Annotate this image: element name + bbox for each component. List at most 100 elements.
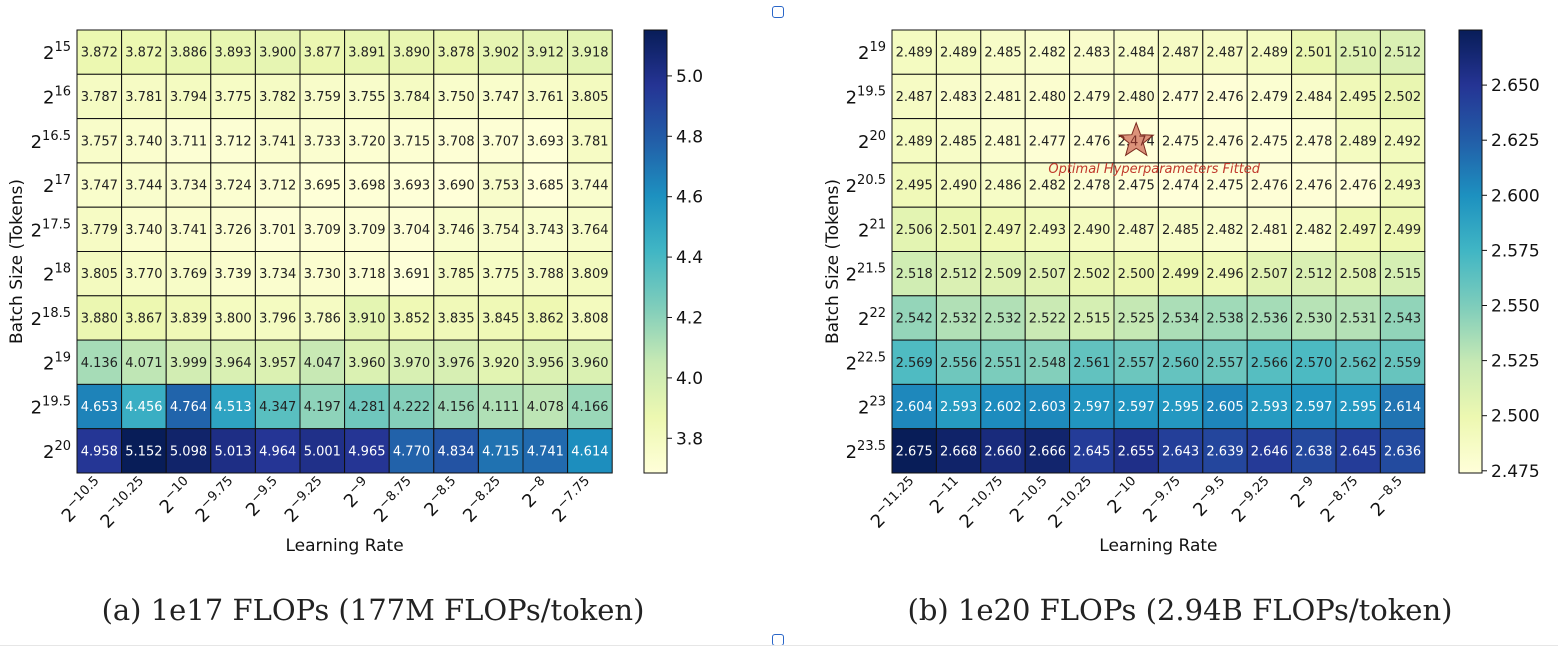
cell-value-label: 2.518 [896, 267, 933, 282]
cell-value-label: 2.477 [1029, 134, 1066, 149]
heatmap-cell [935, 162, 982, 208]
cell-value-label: 2.489 [1251, 46, 1288, 61]
heatmap-cell [1202, 383, 1248, 430]
heatmap-cell [1202, 73, 1248, 120]
cell-value-label: 3.685 [527, 179, 564, 194]
cell-value-label: 2.597 [1073, 400, 1110, 415]
heatmap-cell [210, 251, 256, 297]
cell-value-label: 3.707 [482, 134, 519, 149]
cell-value-label: 3.733 [304, 134, 341, 149]
heatmap-cell [522, 339, 569, 385]
cell-value-label: 2.479 [1073, 90, 1110, 105]
heatmap-cell [254, 206, 301, 252]
heatmap-cell [1024, 118, 1071, 164]
heatmap-cell [477, 383, 524, 430]
cell-value-label: 3.960 [571, 356, 608, 371]
cell-value-label: 3.690 [437, 179, 474, 194]
y-tick-label: 219.5 [31, 395, 71, 419]
cell-value-label: 3.918 [571, 46, 608, 61]
cell-value-label: 3.744 [571, 179, 608, 194]
cell-value-label: 2.475 [1118, 179, 1155, 194]
cell-value-label: 2.639 [1206, 444, 1243, 459]
window-top-handle-icon[interactable] [772, 6, 784, 18]
annotation-label: Optimal Hyperparameters Fitted [1048, 162, 1260, 177]
cell-value-label: 2.481 [984, 90, 1021, 105]
heatmap-cell [299, 428, 346, 474]
cell-value-label: 4.136 [81, 356, 118, 371]
heatmap-cell [165, 251, 212, 297]
cell-value-label: 2.489 [940, 46, 977, 61]
heatmap-cell [1246, 428, 1293, 474]
cell-value-label: 2.570 [1295, 356, 1332, 371]
cell-value-label: 2.480 [1118, 90, 1155, 105]
cell-value-label: 3.782 [259, 90, 296, 105]
cell-value-label: 2.515 [1384, 267, 1421, 282]
heatmap-cell [567, 118, 613, 164]
cell-value-label: 3.809 [571, 267, 608, 282]
heatmap-cell [121, 73, 167, 120]
cell-value-label: 2.478 [1295, 134, 1332, 149]
heatmap-cell [1202, 339, 1248, 385]
heatmap-cell [1379, 73, 1426, 120]
cell-value-label: 3.964 [214, 356, 251, 371]
cell-value-label: 2.481 [984, 134, 1021, 149]
cell-value-label: 4.964 [259, 444, 296, 459]
heatmap-cell [1202, 295, 1248, 341]
heatmap-cell [567, 29, 613, 75]
heatmap-cell [299, 383, 346, 430]
cell-value-label: 2.507 [1251, 267, 1288, 282]
x-tick-label: 2−9.25 [1226, 474, 1279, 527]
heatmap-panel-b: 2.489 2.489 2.485 2.482 2.483 2.484 2.487 2.487… [823, 29, 1540, 556]
colorbar-tick-label: 4.4 [676, 248, 703, 268]
cell-value-label: 3.890 [393, 46, 430, 61]
cell-value-label: 3.796 [259, 311, 296, 326]
cell-value-label: 2.497 [984, 223, 1021, 238]
cell-value-label: 4.653 [81, 400, 118, 415]
cell-value-label: 3.746 [437, 223, 474, 238]
cell-value-label: 3.867 [125, 311, 162, 326]
y-tick-label: 223.5 [846, 439, 886, 463]
heatmap-cell [1246, 206, 1293, 252]
cell-value-label: 2.530 [1295, 311, 1332, 326]
heatmap-cell [1069, 251, 1115, 297]
cell-value-label: 2.502 [1384, 90, 1421, 105]
cell-value-label: 2.495 [1340, 90, 1377, 105]
colorbar-tick-label: 3.8 [676, 429, 703, 449]
x-tick-label: 2−10.25 [1042, 474, 1101, 533]
heatmap-cell [1113, 206, 1159, 252]
heatmap-cell [254, 295, 301, 341]
cell-value-label: 3.769 [170, 267, 207, 282]
heatmap-cell [388, 73, 435, 120]
cell-value-label: 2.483 [1073, 46, 1110, 61]
y-tick-label: 217 [43, 173, 71, 197]
cell-value-label: 2.502 [1073, 267, 1110, 282]
cell-value-label: 3.852 [393, 311, 430, 326]
y-tick-label: 221.5 [846, 262, 886, 286]
cell-value-label: 3.912 [527, 46, 564, 61]
cell-value-label: 2.484 [1118, 46, 1155, 61]
y-tick-label: 222.5 [846, 350, 886, 374]
heatmap-cell [980, 339, 1026, 385]
heatmap-cell [76, 339, 123, 385]
cell-value-label: 3.720 [348, 134, 385, 149]
heatmap-cell [522, 73, 569, 120]
cell-value-label: 3.794 [170, 90, 207, 105]
heatmap-cell [891, 73, 937, 120]
cell-value-label: 2.482 [1029, 179, 1066, 194]
heatmap-cell [299, 118, 346, 164]
heatmap-cell [1113, 73, 1159, 120]
cell-value-label: 2.474 [1162, 179, 1199, 194]
heatmap-cell [76, 29, 123, 75]
cell-value-label: 2.509 [984, 267, 1021, 282]
cell-value-label: 2.557 [1118, 356, 1155, 371]
cell-value-label: 3.747 [482, 90, 519, 105]
cell-value-label: 4.197 [304, 400, 341, 415]
cell-value-label: 2.495 [896, 179, 933, 194]
heatmap-cell [1379, 206, 1426, 252]
heatmap-cell [1379, 29, 1426, 75]
cell-value-label: 2.501 [940, 223, 977, 238]
heatmap-cell [1069, 29, 1115, 75]
cell-value-label: 3.999 [170, 356, 207, 371]
cell-value-label: 3.704 [393, 223, 430, 238]
